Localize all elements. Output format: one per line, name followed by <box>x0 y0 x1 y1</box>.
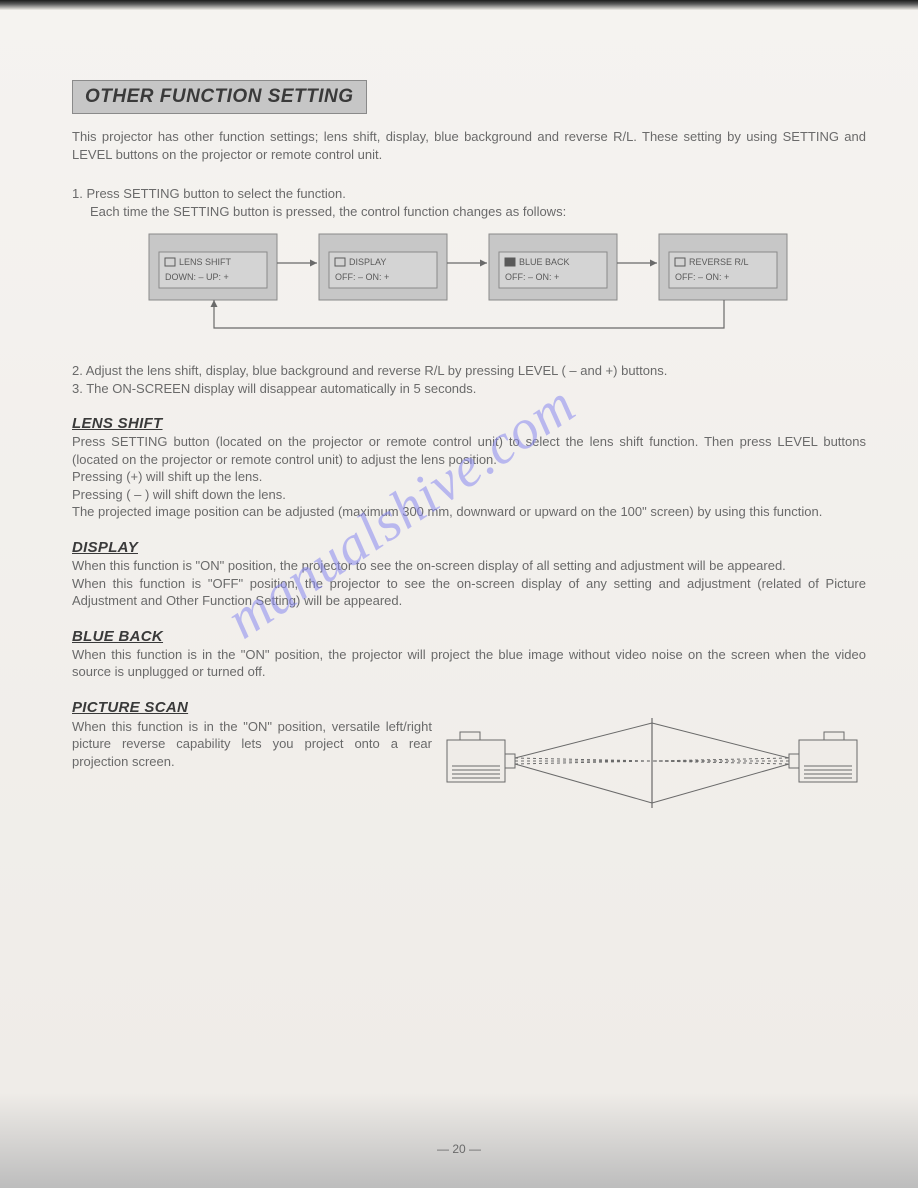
rear-projection-diagram <box>442 718 862 818</box>
display-body: When this function is "ON" position, the… <box>72 557 866 610</box>
step-1: 1. Press SETTING button to select the fu… <box>72 185 866 220</box>
svg-text:DOWN: – UP: +: DOWN: – UP: + <box>165 272 229 282</box>
picture-scan-heading: PICTURE SCAN <box>72 699 866 716</box>
svg-text:BLUE BACK: BLUE BACK <box>519 257 570 267</box>
lens-shift-body: Press SETTING button (located on the pro… <box>72 433 866 521</box>
picture-scan-body: When this function is in the "ON" positi… <box>72 718 432 771</box>
display-heading: DISPLAY <box>72 539 866 556</box>
svg-text:OFF: – ON: +: OFF: – ON: + <box>335 272 389 282</box>
svg-text:LENS SHIFT: LENS SHIFT <box>179 257 232 267</box>
step-2: 2. Adjust the lens shift, display, blue … <box>72 363 667 378</box>
step-1-line-2: Each time the SETTING button is pressed,… <box>72 203 866 221</box>
function-flow-diagram: LENS SHIFT DOWN: – UP: + DISPLAY OFF: – ON:… <box>129 228 809 348</box>
svg-text:DISPLAY: DISPLAY <box>349 257 386 267</box>
section-title: OTHER FUNCTION SETTING <box>72 80 367 114</box>
steps-2-3: 2. Adjust the lens shift, display, blue … <box>72 362 866 397</box>
page-number: — 20 — <box>0 1142 918 1156</box>
svg-text:OFF: – ON: +: OFF: – ON: + <box>505 272 559 282</box>
svg-text:OFF: – ON: +: OFF: – ON: + <box>675 272 729 282</box>
lens-shift-heading: LENS SHIFT <box>72 415 866 432</box>
blue-back-heading: BLUE BACK <box>72 628 866 645</box>
blue-back-body: When this function is in the "ON" positi… <box>72 646 866 681</box>
scan-top-edge <box>0 0 918 10</box>
svg-text:REVERSE R/L: REVERSE R/L <box>689 257 749 267</box>
intro-paragraph: This projector has other function settin… <box>72 128 866 163</box>
manual-page: OTHER FUNCTION SETTING This projector ha… <box>0 0 918 1188</box>
step-3: 3. The ON-SCREEN display will disappear … <box>72 381 476 396</box>
step-1-line-1: 1. Press SETTING button to select the fu… <box>72 186 346 201</box>
